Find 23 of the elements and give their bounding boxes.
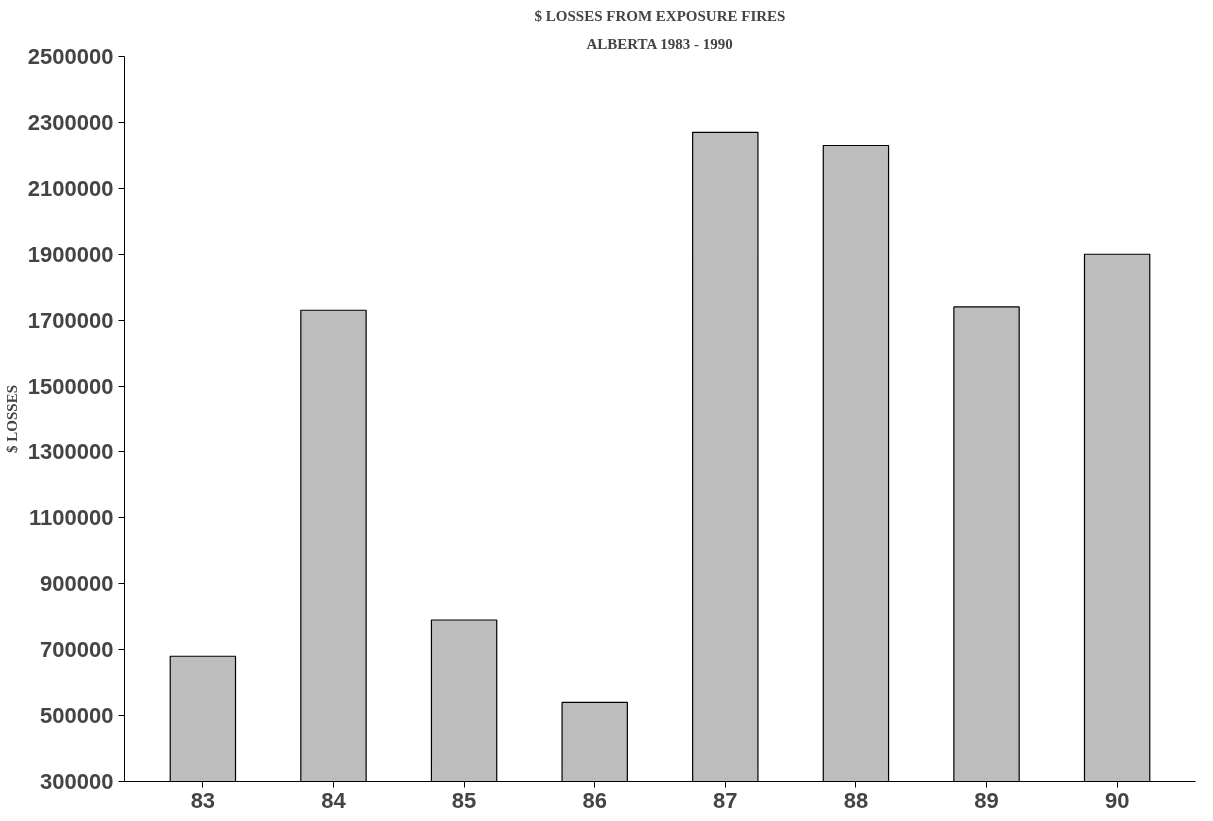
x-tick-label: 84 <box>321 787 347 813</box>
x-tick-label: 89 <box>974 787 999 813</box>
y-tick-label: 2100000 <box>27 175 114 201</box>
y-tick-label: 1100000 <box>29 505 114 531</box>
y-tick-label: 2500000 <box>27 44 114 69</box>
y-tick-label: 1700000 <box>27 307 114 333</box>
y-tick-label: 300000 <box>40 769 114 794</box>
x-tick-label: 90 <box>1104 787 1130 813</box>
y-tick-label: 500000 <box>40 703 114 729</box>
x-tick-label: 87 <box>713 787 738 813</box>
y-tick-label: 1500000 <box>27 373 114 399</box>
x-tick-label: 88 <box>843 787 869 813</box>
chart-subtitle: ALBERTA 1983 - 1990 <box>586 35 733 52</box>
y-tick-label: 2300000 <box>27 109 114 135</box>
y-axis-title: $ LOSSES <box>3 385 20 453</box>
x-tick-label: 83 <box>190 787 216 813</box>
y-tick-label: 700000 <box>40 637 114 663</box>
y-tick-label: 1900000 <box>27 241 114 267</box>
x-tick-label: 85 <box>451 787 477 813</box>
x-tick-label: 86 <box>582 787 607 813</box>
chart-title: $ LOSSES FROM EXPOSURE FIRES <box>534 7 786 24</box>
y-tick-label: 1300000 <box>27 439 114 465</box>
y-tick-label: 900000 <box>40 571 114 597</box>
